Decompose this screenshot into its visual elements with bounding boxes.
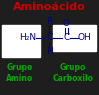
Text: Grupo
Carboxilo: Grupo Carboxilo xyxy=(53,63,94,83)
FancyBboxPatch shape xyxy=(53,25,96,51)
Text: R: R xyxy=(46,17,53,27)
Text: H₂N: H₂N xyxy=(19,34,36,42)
Text: O: O xyxy=(63,19,70,28)
FancyBboxPatch shape xyxy=(2,25,40,57)
Text: C: C xyxy=(63,34,69,42)
Text: Aminoácido: Aminoácido xyxy=(13,2,85,12)
Text: OH: OH xyxy=(77,34,91,42)
Text: Grupo
Amino: Grupo Amino xyxy=(6,63,33,83)
Text: C: C xyxy=(46,34,53,42)
Text: H: H xyxy=(46,46,53,55)
